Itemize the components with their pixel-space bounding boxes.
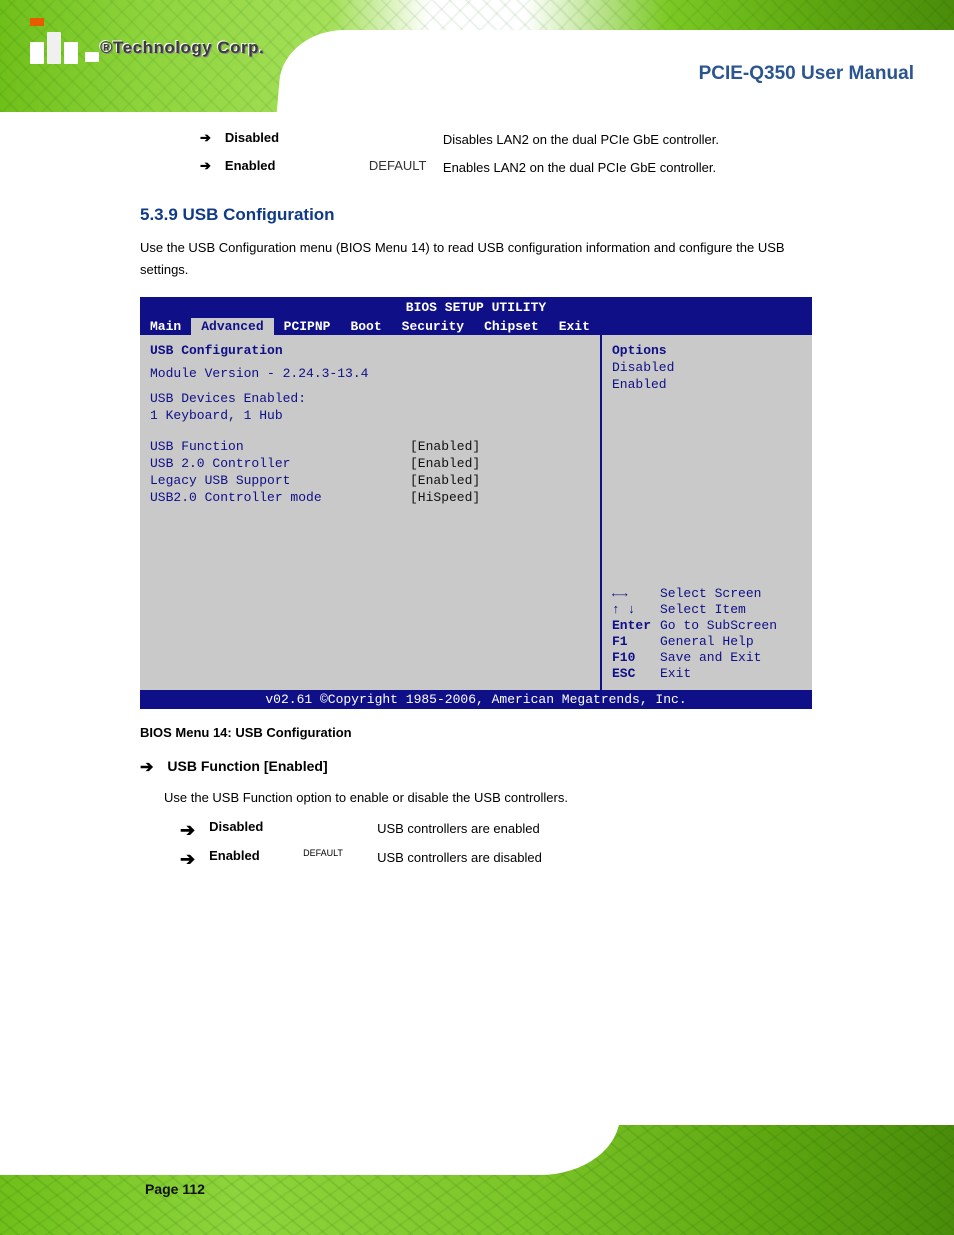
arrow-right-icon: ➔ bbox=[180, 819, 195, 842]
option-description: Use the USB Function option to enable or… bbox=[164, 787, 820, 809]
bios-footer: v02.61 ©Copyright 1985-2006, American Me… bbox=[140, 690, 812, 709]
bullet-item: ➔ Disabled Disables LAN2 on the dual PCI… bbox=[200, 130, 820, 150]
bios-help-text: Disabled Enabled bbox=[612, 360, 802, 394]
logo-bars bbox=[30, 32, 100, 64]
sub-description: USB controllers are enabled bbox=[377, 819, 820, 840]
bios-nav-line: ←→Select Screen bbox=[612, 586, 802, 601]
bios-nav: ←→Select Screen ↑ ↓Select Item EnterGo t… bbox=[612, 585, 802, 682]
bullet-description: Enables LAN2 on the dual PCIe GbE contro… bbox=[443, 158, 820, 178]
sub-description: USB controllers are disabled bbox=[377, 848, 820, 869]
bios-tabs: Main Advanced PCIPNP Boot Security Chips… bbox=[140, 318, 812, 335]
section-heading: 5.3.9 USB Configuration bbox=[140, 205, 820, 225]
bios-row: USB 2.0 Controller[Enabled] bbox=[150, 456, 590, 471]
page-number: Page 112 bbox=[145, 1181, 205, 1197]
bios-caption: BIOS Menu 14: USB Configuration bbox=[140, 725, 820, 740]
bios-nav-line: F10Save and Exit bbox=[612, 650, 802, 665]
option-heading: ➔ USB Function [Enabled] bbox=[140, 758, 820, 779]
bios-nav-line: ESCExit bbox=[612, 666, 802, 681]
arrow-right-icon: ➔ bbox=[140, 758, 153, 779]
option-label: USB Function [Enabled] bbox=[167, 758, 327, 774]
sub-tag: DEFAULT bbox=[303, 848, 363, 858]
bios-body: USB Configuration Module Version - 2.24.… bbox=[140, 335, 812, 690]
company-logo: ®Technology Corp. bbox=[30, 20, 264, 75]
document-title: PCIE-Q350 User Manual bbox=[699, 63, 914, 85]
bios-row: Legacy USB Support[Enabled] bbox=[150, 473, 590, 488]
footer-banner bbox=[0, 1125, 954, 1235]
sub-label: Disabled bbox=[209, 819, 289, 834]
bios-tab-exit: Exit bbox=[549, 318, 600, 335]
arrow-right-icon: ➔ bbox=[200, 158, 211, 175]
bios-tab-chipset: Chipset bbox=[474, 318, 549, 335]
bios-nav-line: ↑ ↓Select Item bbox=[612, 602, 802, 617]
bullet-tag: DEFAULT bbox=[369, 158, 429, 173]
logo-text: ®Technology Corp. bbox=[100, 38, 264, 58]
bios-row: USB Devices Enabled: bbox=[150, 391, 590, 406]
bios-help-title: Options bbox=[612, 343, 802, 358]
logo-dot bbox=[85, 52, 99, 62]
bios-tab-advanced: Advanced bbox=[191, 318, 273, 335]
bios-screenshot: BIOS SETUP UTILITY Main Advanced PCIPNP … bbox=[140, 297, 812, 709]
bios-tab-boot: Boot bbox=[340, 318, 391, 335]
bios-right-pane: Options Disabled Enabled ←→Select Screen… bbox=[602, 335, 812, 690]
bios-row: USB Function[Enabled] bbox=[150, 439, 590, 454]
option-block: ➔ USB Function [Enabled] Use the USB Fun… bbox=[140, 758, 820, 872]
bios-nav-line: F1General Help bbox=[612, 634, 802, 649]
bullet-description: Disables LAN2 on the dual PCIe GbE contr… bbox=[443, 130, 820, 150]
bullet-label: Enabled bbox=[225, 158, 355, 173]
bios-row: 1 Keyboard, 1 Hub bbox=[150, 408, 590, 423]
logo-mark bbox=[30, 20, 100, 75]
bios-tab-security: Security bbox=[392, 318, 474, 335]
sub-label: Enabled bbox=[209, 848, 289, 863]
arrow-right-icon: ➔ bbox=[180, 848, 195, 871]
bios-row: Module Version - 2.24.3-13.4 bbox=[150, 366, 590, 381]
option-sub-item: ➔ Disabled USB controllers are enabled bbox=[180, 819, 820, 842]
bullet-label: Disabled bbox=[225, 130, 355, 145]
section-intro: Use the USB Configuration menu (BIOS Men… bbox=[140, 237, 820, 281]
page-content: ➔ Disabled Disables LAN2 on the dual PCI… bbox=[140, 122, 820, 878]
header-banner: ®Technology Corp. PCIE-Q350 User Manual bbox=[0, 0, 954, 112]
bios-tab-pcipnp: PCIPNP bbox=[274, 318, 341, 335]
option-sub-item: ➔ Enabled DEFAULT USB controllers are di… bbox=[180, 848, 820, 871]
bios-section-label: USB Configuration bbox=[150, 343, 590, 358]
bios-tab-main: Main bbox=[140, 318, 191, 335]
bios-row: USB2.0 Controller mode[HiSpeed] bbox=[150, 490, 590, 505]
bullet-item: ➔ Enabled DEFAULT Enables LAN2 on the du… bbox=[200, 158, 820, 178]
bios-title: BIOS SETUP UTILITY bbox=[140, 297, 812, 318]
arrow-right-icon: ➔ bbox=[200, 130, 211, 147]
bios-left-pane: USB Configuration Module Version - 2.24.… bbox=[140, 335, 602, 690]
bios-nav-line: EnterGo to SubScreen bbox=[612, 618, 802, 633]
